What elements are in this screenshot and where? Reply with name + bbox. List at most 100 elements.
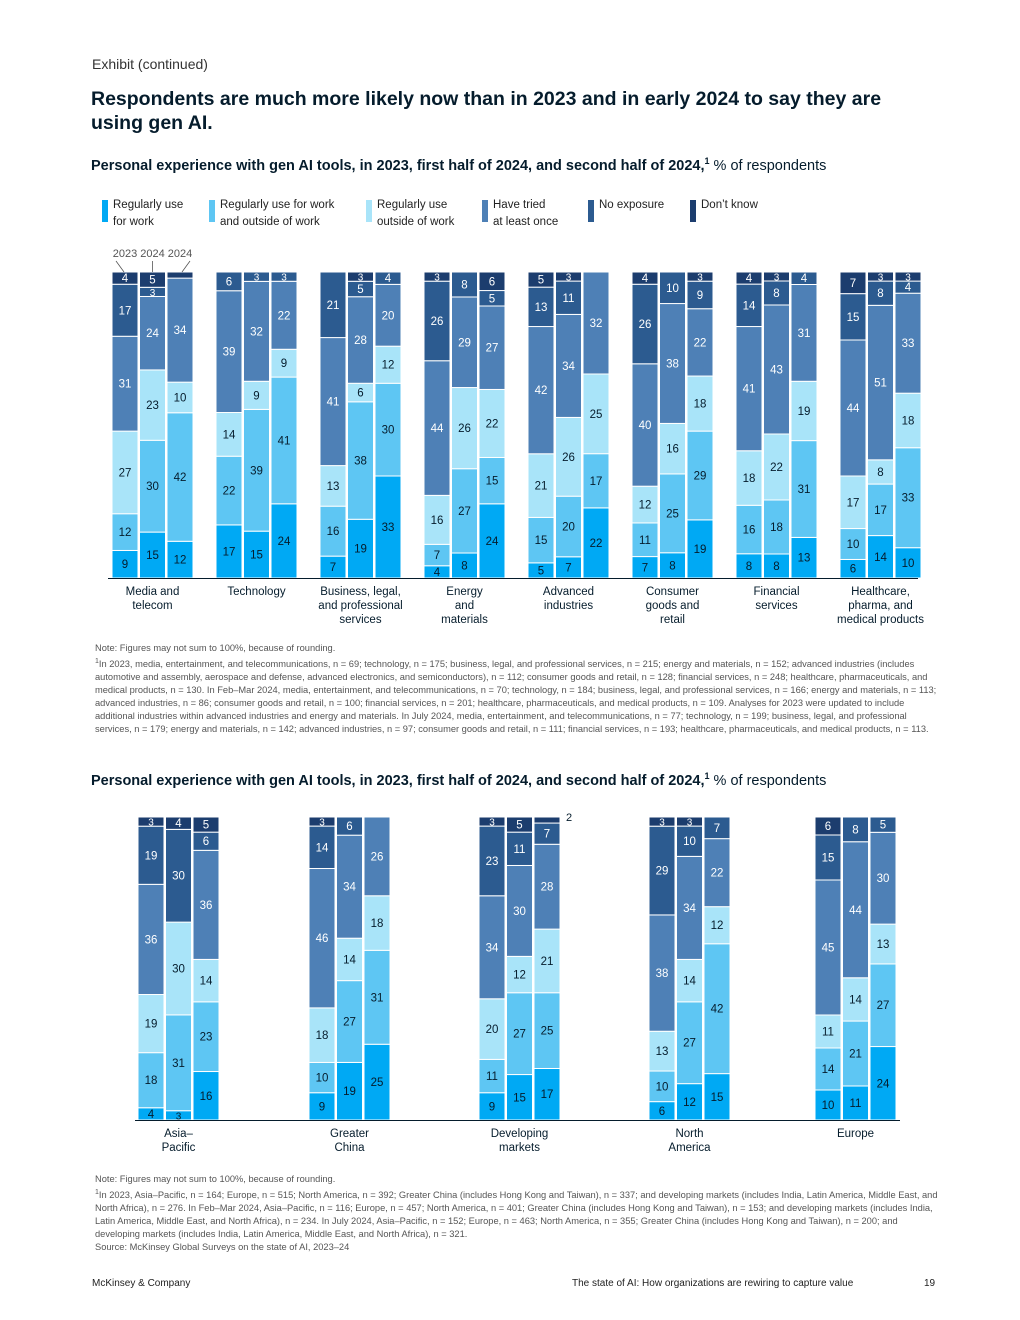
bar-segment: [243, 280, 270, 382]
bar-segment: [243, 530, 270, 579]
bar-segment: [555, 313, 582, 418]
data-label: 32: [250, 326, 263, 338]
year-leader: [181, 260, 191, 273]
data-label: 27: [513, 1029, 526, 1041]
bar-segment: [336, 816, 363, 836]
legend-label: Regularly use outside of work: [377, 199, 455, 228]
bar-segment: [842, 977, 869, 1022]
footer-report-title: The state of AI: How organizations are r…: [572, 1278, 854, 1289]
data-label: 34: [174, 325, 187, 337]
data-label: 27: [877, 1000, 890, 1012]
bar-segment: [308, 825, 336, 870]
bar-segment: [703, 1073, 731, 1121]
bar-segment: [506, 864, 533, 957]
data-label: 9: [697, 290, 703, 302]
bar-segment: [374, 345, 402, 384]
data-label: 22: [223, 486, 236, 498]
data-label: 5: [489, 293, 495, 305]
data-label: 7: [565, 562, 571, 574]
bar-segment: [867, 271, 894, 282]
data-label: 28: [354, 335, 367, 347]
bar-segment: [478, 825, 506, 897]
data-label: 25: [371, 1077, 384, 1089]
bar-segment: [374, 271, 402, 285]
bar-segment: [763, 271, 790, 282]
data-label: 32: [590, 318, 603, 330]
data-label: 3: [489, 818, 495, 829]
chart1-title-footnote: 1: [704, 156, 710, 166]
group-advanced-industries: 5 15 21 42 13 5 7 20 26 34 11 3 22 17 25 32 Advanced indu…: [527, 271, 610, 612]
bar-segment: [166, 277, 194, 383]
bar-segment: [648, 1070, 676, 1103]
data-label: 11: [514, 844, 526, 856]
note1-footnote-mark: 1: [95, 658, 99, 665]
data-label: 16: [666, 444, 679, 456]
data-label: 42: [711, 1004, 724, 1016]
category-label: markets: [499, 1142, 540, 1154]
bar-segment: [790, 380, 818, 442]
data-label: 34: [683, 903, 696, 915]
group-europe: 10 14 11 45 15 6 11 21 14 44 8 24 27 13 30 5 Europe: [814, 816, 897, 1140]
data-label: 6: [489, 276, 495, 288]
bar-segment: [165, 1014, 192, 1112]
data-label: 27: [343, 1017, 356, 1029]
data-label: 3: [150, 288, 156, 299]
bar-segment: [243, 380, 270, 410]
bar-segment: [363, 895, 391, 951]
category-label: Media and: [126, 586, 180, 598]
data-label: 13: [656, 1046, 669, 1058]
data-label: 8: [773, 288, 779, 300]
data-label: 14: [874, 552, 887, 564]
group-media-and-telecom: 9 12 27 31 17 4 15 30 23 24 35 12 42 10 34 Media and tel…: [111, 271, 194, 612]
bar-segment: [790, 536, 818, 579]
data-label: 8: [877, 467, 883, 479]
bar-segment: [735, 553, 763, 579]
bar-segment: [686, 280, 714, 310]
bar-segment: [270, 503, 298, 579]
bar-segment: [137, 816, 165, 827]
data-label: 33: [902, 493, 915, 505]
data-label: 6: [659, 1106, 665, 1118]
data-label: 16: [327, 526, 340, 538]
data-label: 10: [174, 392, 187, 404]
data-label: 2: [566, 812, 572, 824]
data-label: 23: [146, 400, 159, 412]
data-label: 44: [847, 403, 860, 415]
exhibit-label: Exhibit (continued): [92, 56, 208, 72]
data-label: 4: [434, 567, 441, 579]
category-label: Healthcare,: [851, 586, 910, 598]
bar-segment: [139, 369, 166, 441]
data-label: 26: [562, 452, 575, 464]
bar-segment: [676, 1083, 703, 1121]
data-label: 12: [683, 1097, 696, 1109]
data-label: 3: [434, 273, 440, 284]
bar-segment: [166, 381, 194, 414]
chart1-title: Personal experience with gen AI tools, i…: [91, 156, 826, 174]
bar-segment: [814, 1047, 842, 1091]
data-label: 22: [694, 337, 707, 349]
data-label: 14: [849, 994, 862, 1006]
data-label: 16: [743, 525, 756, 537]
data-label: 3: [878, 273, 884, 284]
category-label: services: [755, 600, 797, 612]
category-label: China: [334, 1142, 365, 1154]
data-label: 34: [343, 882, 356, 894]
page-number: 19: [924, 1278, 936, 1289]
data-label: 4: [175, 818, 182, 830]
data-label: 10: [902, 558, 915, 570]
bar-segment: [111, 513, 139, 551]
data-label: 14: [223, 429, 236, 441]
data-label: 19: [354, 544, 367, 556]
bar-segment: [451, 387, 478, 470]
bar-segment: [894, 392, 922, 449]
bar-segment: [111, 335, 139, 432]
data-label: 5: [516, 820, 522, 832]
data-label: 29: [458, 337, 471, 349]
data-label: 31: [798, 328, 811, 340]
bar-segment: [533, 816, 561, 824]
data-label: 3: [659, 818, 665, 829]
bar-segment: [139, 531, 166, 579]
bar-segment: [478, 271, 506, 292]
note1-footnote-text: In 2023, media, entertainment, and telec…: [95, 659, 937, 735]
data-label: 17: [541, 1089, 554, 1101]
